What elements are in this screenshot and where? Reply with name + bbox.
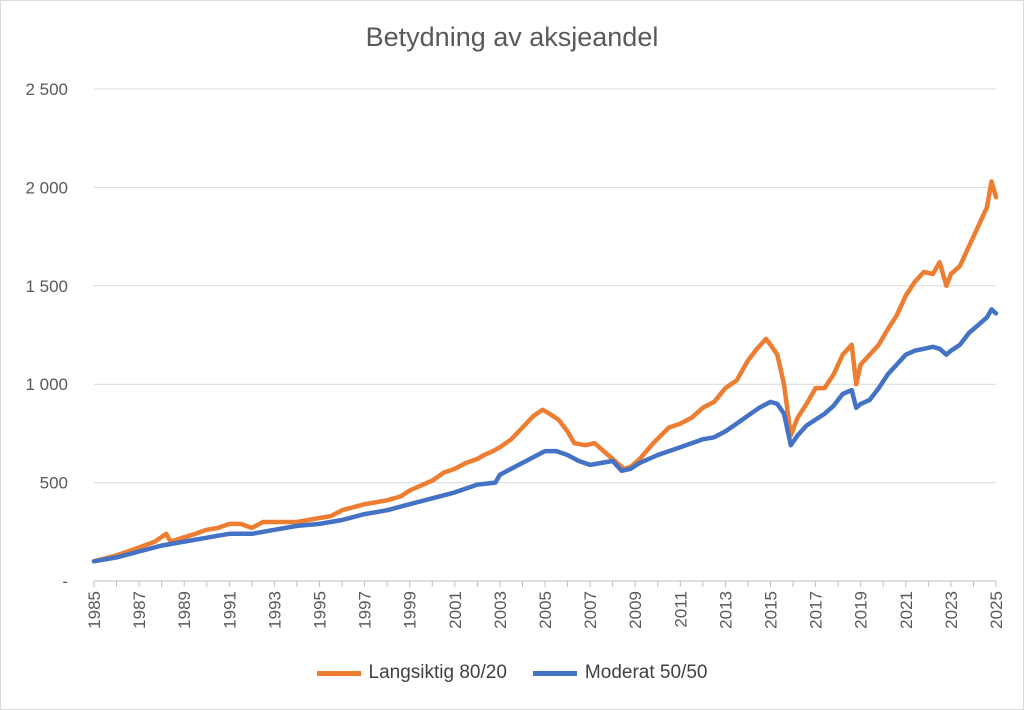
y-tick-label: 1 000 bbox=[25, 375, 68, 394]
x-tick-label: 1987 bbox=[130, 591, 149, 629]
x-tick-label: 2021 bbox=[897, 591, 916, 629]
x-tick-label: 2009 bbox=[626, 591, 645, 629]
y-tick-label: 500 bbox=[40, 474, 68, 493]
x-tick-label: 2013 bbox=[716, 591, 735, 629]
gridlines bbox=[94, 88, 996, 484]
legend-label-moderat: Moderat 50/50 bbox=[584, 662, 708, 683]
series-lines bbox=[91, 179, 999, 564]
x-tick-label: 2025 bbox=[987, 591, 1006, 629]
legend-swatch-langsiktig bbox=[316, 670, 361, 676]
x-tick-label: 2001 bbox=[446, 591, 465, 629]
legend-item-moderat: Moderat 50/50 bbox=[532, 662, 708, 684]
x-axis: 1985 1987 1989 1991 1993 1995 1997 1999 2001 2003… bbox=[85, 580, 1006, 629]
x-tick-label: 1989 bbox=[175, 591, 194, 629]
legend-label-langsiktig: Langsiktig 80/20 bbox=[368, 662, 507, 683]
x-tick-label: 2003 bbox=[491, 591, 510, 629]
x-tick-label: 2011 bbox=[671, 591, 690, 628]
x-tick-label: 1999 bbox=[401, 591, 420, 629]
legend: Langsiktig 80/20 Moderat 50/50 bbox=[0, 662, 1024, 684]
x-tick-label: 2007 bbox=[581, 591, 600, 629]
x-tick-label: 2019 bbox=[852, 591, 871, 629]
y-tick-label: 2 000 bbox=[25, 178, 68, 197]
series-line-1 bbox=[91, 307, 999, 564]
legend-item-langsiktig: Langsiktig 80/20 bbox=[316, 662, 507, 684]
x-tick-label: 1991 bbox=[220, 591, 239, 629]
legend-swatch-moderat bbox=[532, 670, 577, 676]
x-tick-label: 1997 bbox=[356, 591, 375, 629]
x-tick-label: 2017 bbox=[807, 591, 826, 629]
chart-title: Betydning av aksjeandel bbox=[365, 22, 659, 52]
y-axis-tick-labels: - 500 1 000 1 500 2 000 2 500 bbox=[25, 80, 68, 591]
x-tick-label: 1995 bbox=[311, 591, 330, 629]
x-tick-label: 2023 bbox=[942, 591, 961, 629]
x-tick-label: 2005 bbox=[536, 591, 555, 629]
y-tick-label: - bbox=[62, 572, 68, 591]
y-tick-label: 1 500 bbox=[25, 277, 68, 296]
x-tick-label: 1985 bbox=[85, 591, 104, 629]
x-tick-label: 2015 bbox=[762, 591, 781, 629]
series-line-0 bbox=[91, 179, 999, 564]
x-tick-label: 1993 bbox=[265, 591, 284, 629]
y-tick-label: 2 500 bbox=[25, 80, 68, 99]
